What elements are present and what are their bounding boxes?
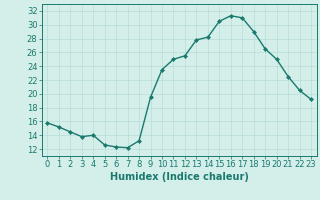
- X-axis label: Humidex (Indice chaleur): Humidex (Indice chaleur): [110, 172, 249, 182]
